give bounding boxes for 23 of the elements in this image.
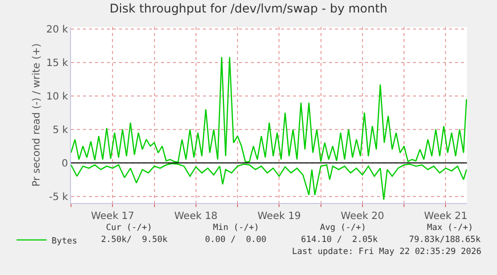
chart-title: Disk throughput for /dev/lvm/swap - by month bbox=[110, 2, 388, 16]
text: 2.50k/ 9.50k bbox=[101, 235, 168, 245]
y-tick-label: 5 k bbox=[52, 124, 68, 136]
x-tick-label: Week 17 bbox=[90, 211, 134, 222]
y-tick-label: 15 k bbox=[46, 58, 68, 69]
y-tick-label: 10 k bbox=[46, 91, 68, 102]
text: 0.00 / 0.00 bbox=[205, 235, 266, 245]
x-tick-label: Week 20 bbox=[340, 211, 384, 222]
text: Avg (-/+) bbox=[320, 223, 366, 233]
x-tick-label: Week 21 bbox=[424, 211, 468, 222]
text: Last update: Fri May 22 02:35:29 2026 bbox=[292, 247, 482, 257]
y-tick-label: 20 k bbox=[46, 24, 68, 36]
y-tick-label: 0 bbox=[62, 158, 68, 170]
text: 79.83k/188.65k bbox=[409, 235, 481, 245]
legend-label: Bytes bbox=[52, 236, 78, 246]
y-tick-label: -5 k bbox=[49, 192, 68, 203]
text: Cur (-/+) bbox=[106, 223, 152, 233]
x-tick-label: Week 18 bbox=[174, 211, 218, 222]
text: Min (-/+) bbox=[213, 223, 260, 233]
x-tick-label: Week 19 bbox=[258, 211, 301, 222]
text: 614.10 / 2.05k bbox=[301, 235, 378, 245]
y-axis-title: Pr second read (-) / write (+) bbox=[31, 43, 42, 187]
text: Max (-/+) bbox=[427, 223, 474, 233]
